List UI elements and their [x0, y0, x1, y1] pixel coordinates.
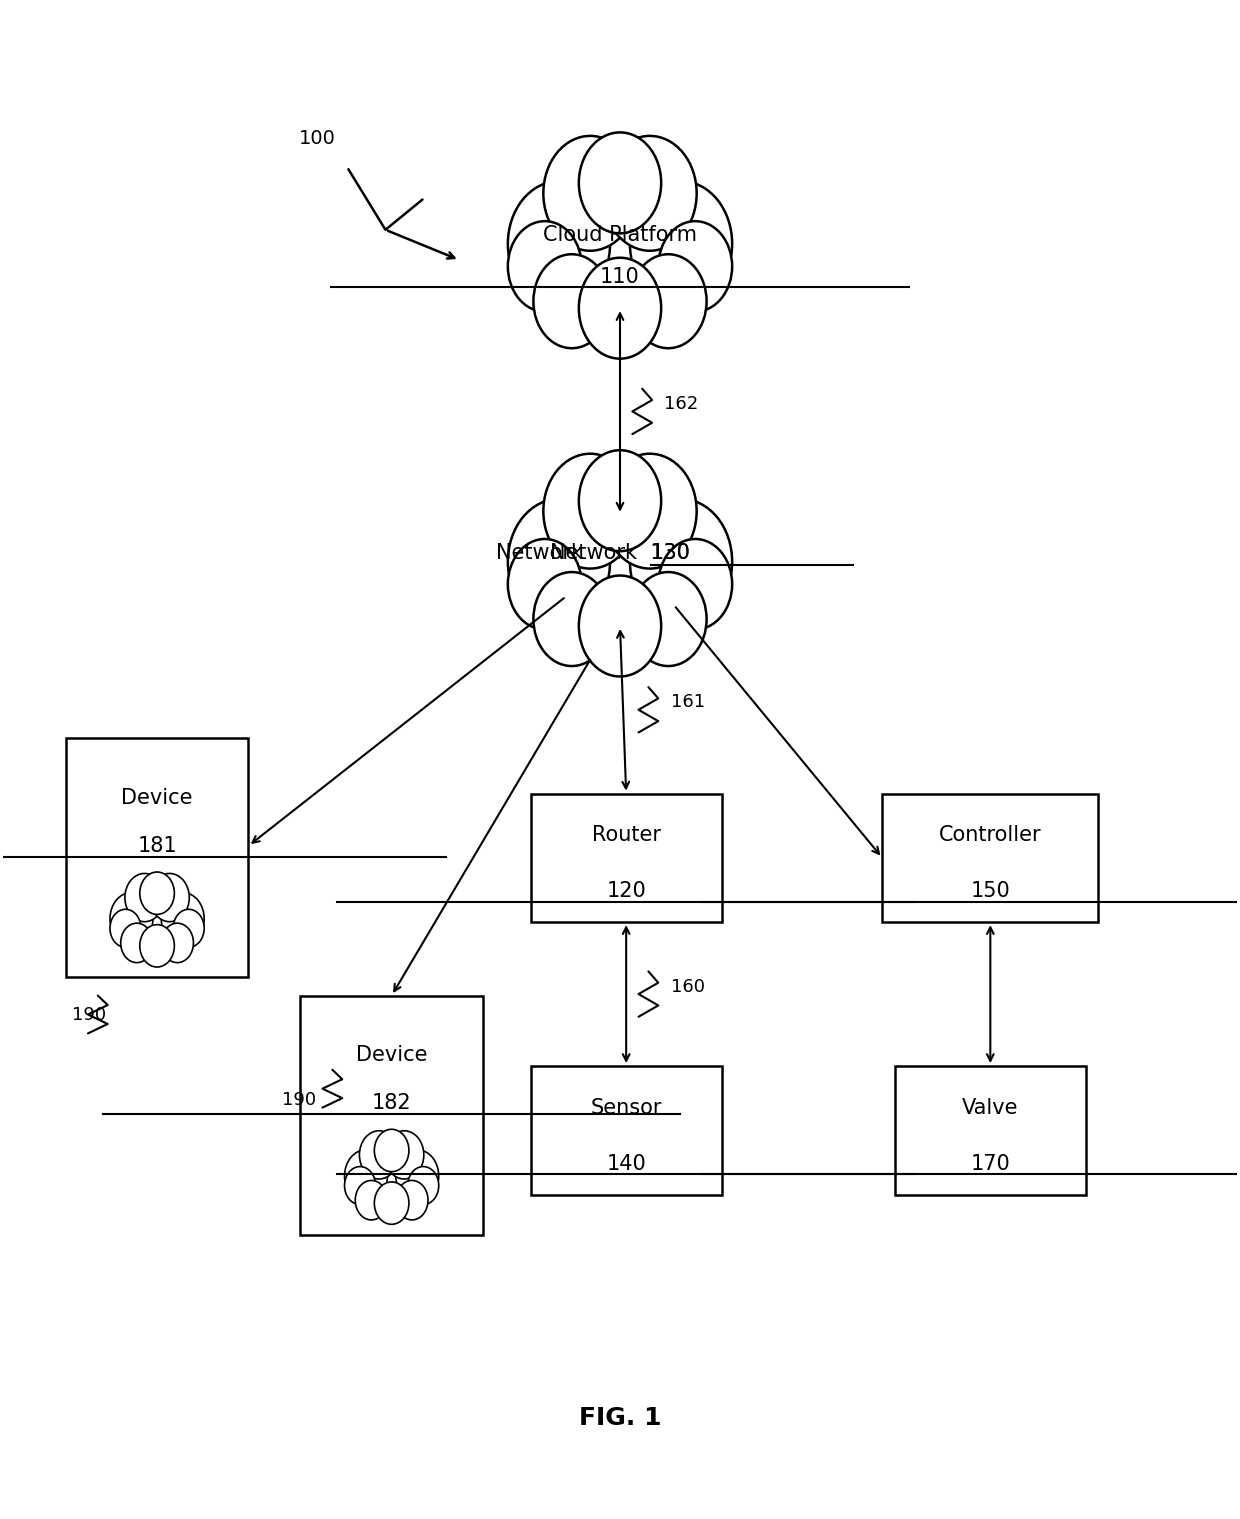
Text: Sensor: Sensor — [590, 1098, 662, 1118]
Text: 190: 190 — [281, 1091, 316, 1109]
Text: 182: 182 — [372, 1094, 412, 1113]
Text: Router: Router — [591, 825, 661, 845]
Text: 160: 160 — [671, 978, 704, 995]
Text: 162: 162 — [665, 395, 698, 413]
Text: 110: 110 — [600, 267, 640, 287]
FancyBboxPatch shape — [66, 738, 248, 977]
Text: Network  130: Network 130 — [551, 542, 689, 564]
Text: Device: Device — [356, 1045, 428, 1065]
Text: Network: Network — [496, 542, 589, 564]
Text: 181: 181 — [138, 835, 177, 855]
Text: 120: 120 — [606, 881, 646, 901]
Text: Controller: Controller — [939, 825, 1042, 845]
FancyBboxPatch shape — [883, 793, 1099, 922]
Text: 170: 170 — [971, 1153, 1011, 1174]
FancyBboxPatch shape — [531, 793, 722, 922]
Text: 140: 140 — [606, 1153, 646, 1174]
Text: 190: 190 — [72, 1006, 107, 1024]
Text: FIG. 1: FIG. 1 — [579, 1407, 661, 1429]
Text: 130: 130 — [651, 542, 691, 564]
Text: Device: Device — [122, 788, 193, 808]
Text: 150: 150 — [971, 881, 1011, 901]
Text: 100: 100 — [299, 129, 336, 149]
FancyBboxPatch shape — [300, 995, 482, 1235]
Text: Valve: Valve — [962, 1098, 1018, 1118]
Text: 161: 161 — [671, 693, 704, 711]
FancyBboxPatch shape — [531, 1066, 722, 1194]
FancyBboxPatch shape — [895, 1066, 1086, 1194]
Text: Cloud Platform: Cloud Platform — [543, 225, 697, 245]
